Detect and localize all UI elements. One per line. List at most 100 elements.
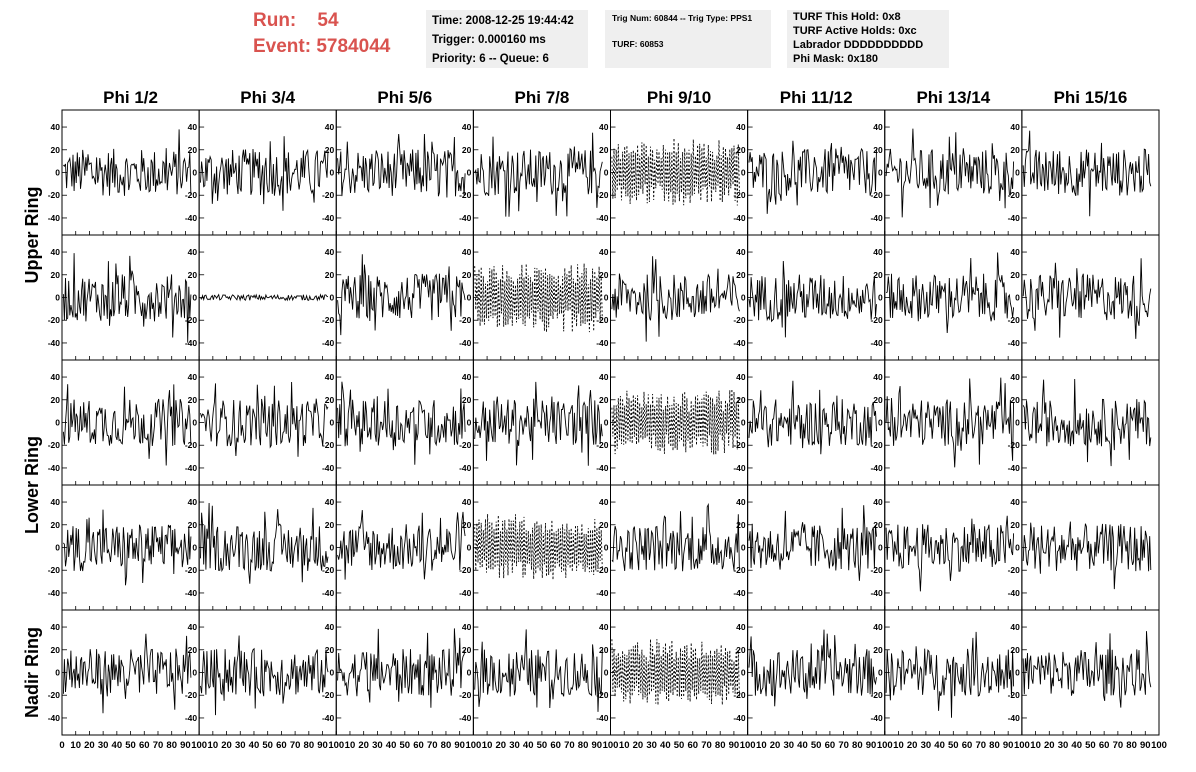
y-tick-label: -40 bbox=[185, 338, 198, 348]
waveform-trace bbox=[200, 635, 329, 716]
y-tick-label: 0 bbox=[878, 543, 883, 553]
y-tick-label: -20 bbox=[596, 690, 609, 700]
y-tick-label: -20 bbox=[48, 190, 61, 200]
y-tick-label: -40 bbox=[322, 213, 335, 223]
y-tick-label: -40 bbox=[733, 338, 746, 348]
x-tick-label: 100 bbox=[1151, 740, 1167, 751]
panel-frame bbox=[472, 359, 611, 486]
y-tick-label: -40 bbox=[322, 463, 335, 473]
y-tick-label: 40 bbox=[188, 372, 198, 382]
y-tick-label: 40 bbox=[736, 122, 746, 132]
y-tick-label: 20 bbox=[188, 395, 198, 405]
x-tick-label: 10 bbox=[619, 740, 630, 751]
y-tick-label: -20 bbox=[733, 315, 746, 325]
y-tick-label: -20 bbox=[733, 440, 746, 450]
y-tick-label: 20 bbox=[188, 145, 198, 155]
run-row: Run: 54 bbox=[253, 8, 390, 34]
y-tick-label: 20 bbox=[873, 520, 883, 530]
y-tick-label: 20 bbox=[51, 520, 61, 530]
x-tick-label: 10 bbox=[893, 740, 904, 751]
y-tick-label: 0 bbox=[741, 168, 746, 178]
y-tick-label: -20 bbox=[733, 565, 746, 575]
x-tick-label: 100 bbox=[740, 740, 756, 751]
turf-hold-text: TURF This Hold: 0x8 bbox=[793, 11, 901, 23]
y-tick-label: -40 bbox=[870, 463, 883, 473]
y-tick-label: -40 bbox=[459, 588, 472, 598]
y-tick-label: -20 bbox=[596, 440, 609, 450]
event-label: Event: bbox=[253, 36, 312, 57]
waveform-trace bbox=[200, 381, 329, 457]
x-tick-label: 40 bbox=[386, 740, 397, 751]
waveform-trace bbox=[200, 293, 329, 302]
y-tick-label: -20 bbox=[185, 315, 198, 325]
y-tick-label: -40 bbox=[596, 588, 609, 598]
x-tick-label: 40 bbox=[112, 740, 123, 751]
y-tick-label: 20 bbox=[736, 395, 746, 405]
y-tick-label: -20 bbox=[733, 690, 746, 700]
x-tick-label: 70 bbox=[838, 740, 849, 751]
y-tick-label: 20 bbox=[599, 270, 609, 280]
y-tick-label: -20 bbox=[1008, 315, 1021, 325]
panel-frame bbox=[610, 609, 749, 736]
waveform-trace bbox=[200, 136, 329, 211]
y-tick-label: 0 bbox=[1015, 668, 1020, 678]
y-tick-label: -40 bbox=[185, 588, 198, 598]
y-tick-label: 40 bbox=[188, 497, 198, 507]
y-tick-label: 20 bbox=[188, 645, 198, 655]
y-tick-label: -40 bbox=[322, 588, 335, 598]
x-tick-label: 100 bbox=[465, 740, 481, 751]
y-tick-label: 0 bbox=[55, 668, 60, 678]
y-tick-label: -40 bbox=[596, 713, 609, 723]
x-tick-label: 50 bbox=[948, 740, 959, 751]
x-tick-label: 30 bbox=[921, 740, 932, 751]
x-tick-label: 40 bbox=[797, 740, 808, 751]
x-tick-label: 60 bbox=[276, 740, 287, 751]
y-tick-label: 40 bbox=[736, 622, 746, 632]
y-tick-label: 20 bbox=[51, 145, 61, 155]
y-tick-label: 20 bbox=[1010, 395, 1020, 405]
y-tick-label: 40 bbox=[599, 497, 609, 507]
y-tick-label: 0 bbox=[467, 543, 472, 553]
y-tick-label: 0 bbox=[330, 668, 335, 678]
x-tick-label: 50 bbox=[1085, 740, 1096, 751]
y-tick-label: 20 bbox=[462, 270, 472, 280]
y-tick-label: 40 bbox=[51, 622, 61, 632]
x-tick-label: 100 bbox=[1014, 740, 1030, 751]
y-tick-label: -40 bbox=[48, 588, 61, 598]
y-tick-label: 40 bbox=[188, 247, 198, 257]
y-tick-label: -20 bbox=[185, 440, 198, 450]
panel-frame bbox=[472, 234, 611, 361]
x-tick-label: 60 bbox=[825, 740, 836, 751]
panel-frame bbox=[884, 234, 1023, 361]
waveform-trace bbox=[885, 252, 1015, 334]
x-tick-label: 20 bbox=[496, 740, 507, 751]
y-tick-label: -40 bbox=[596, 338, 609, 348]
y-tick-label: -20 bbox=[322, 565, 335, 575]
y-tick-label: 0 bbox=[330, 293, 335, 303]
x-tick-label: 50 bbox=[125, 740, 136, 751]
column-header: Phi 3/4 bbox=[240, 88, 295, 107]
y-tick-label: 20 bbox=[325, 145, 335, 155]
y-tick-label: -40 bbox=[48, 213, 61, 223]
y-tick-label: 0 bbox=[604, 418, 609, 428]
x-tick-label: 70 bbox=[701, 740, 712, 751]
x-tick-label: 80 bbox=[715, 740, 726, 751]
waveform-trace bbox=[885, 377, 1015, 468]
y-tick-label: 40 bbox=[873, 622, 883, 632]
waveform-trace bbox=[62, 384, 192, 466]
y-tick-label: -20 bbox=[459, 565, 472, 575]
y-tick-label: -20 bbox=[459, 690, 472, 700]
y-tick-label: 20 bbox=[51, 395, 61, 405]
x-tick-label: 40 bbox=[249, 740, 260, 751]
time-text: Time: 2008-12-25 19:44:42 bbox=[432, 15, 574, 27]
y-tick-label: 40 bbox=[462, 622, 472, 632]
x-tick-label: 30 bbox=[646, 740, 657, 751]
y-tick-label: 20 bbox=[51, 270, 61, 280]
y-tick-label: 40 bbox=[599, 372, 609, 382]
x-tick-label: 90 bbox=[1140, 740, 1151, 751]
y-tick-label: 20 bbox=[599, 145, 609, 155]
x-tick-label: 20 bbox=[1044, 740, 1055, 751]
y-tick-label: 40 bbox=[325, 622, 335, 632]
y-tick-label: -20 bbox=[596, 190, 609, 200]
x-tick-label: 20 bbox=[84, 740, 95, 751]
